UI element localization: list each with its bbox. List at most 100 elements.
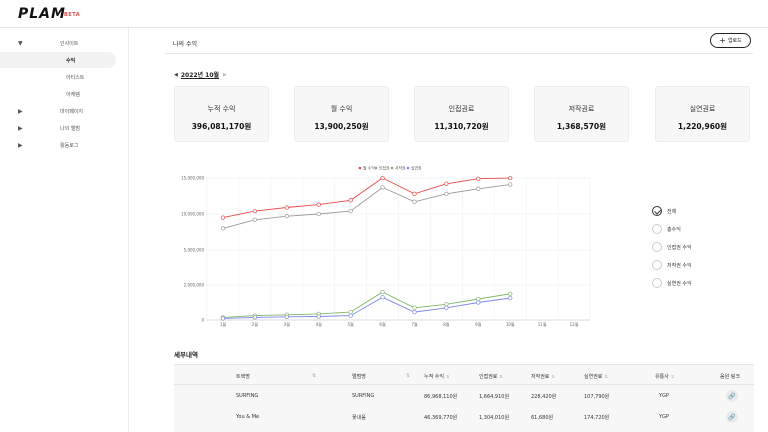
- data-point: [380, 289, 385, 295]
- card-value: 1,368,570원: [556, 122, 607, 131]
- data-point: [508, 175, 513, 181]
- radio-icon: [652, 278, 662, 288]
- x-tick-label: 5월: [348, 321, 355, 327]
- card-value: 396,081,170원: [191, 122, 252, 131]
- sidebar-item-activity-log[interactable]: ▶ 활동로그: [0, 137, 128, 153]
- revenue-chart: 0 2,000,000 5,000,000 10,000,000 15,000,000 1…: [170, 160, 600, 332]
- legend-label: 월 수익: [363, 166, 375, 171]
- data-point: [316, 314, 321, 319]
- x-tick-label: 6월: [379, 321, 386, 327]
- month-selector[interactable]: 2022년 10월: [180, 72, 220, 79]
- link-icon[interactable]: 🔗: [726, 390, 738, 402]
- col-header-performance[interactable]: 실연권료 ⇅: [584, 374, 608, 380]
- data-point: [476, 300, 481, 305]
- prev-month-icon[interactable]: ◀: [174, 71, 178, 78]
- cell-copyright: 228,420원: [531, 394, 557, 400]
- card-value: 13,900,250원: [314, 122, 369, 131]
- sort-icon[interactable]: ⇅: [312, 373, 317, 379]
- x-tick-label: 4월: [316, 321, 323, 327]
- radio-icon: [652, 242, 662, 252]
- y-tick-label: 2,000,000: [184, 283, 205, 288]
- data-point: [508, 295, 513, 301]
- sidebar-item-mypage[interactable]: ▶ 마이페이지: [0, 103, 128, 119]
- cell-album: SURFING: [352, 393, 375, 399]
- sidebar-item-label: 활동로그: [60, 142, 79, 149]
- radio-checked-icon: [652, 206, 662, 216]
- top-bar: PLAM BETA: [0, 0, 768, 28]
- series-line: [222, 177, 511, 219]
- cell-performance: 174,720원: [584, 415, 610, 421]
- sidebar-item-label: 인사이트: [60, 40, 79, 47]
- upload-button[interactable]: + 업로드: [710, 33, 751, 48]
- col-header-neighboring[interactable]: 인접권료 ⇅: [479, 374, 503, 380]
- sidebar-item-artist[interactable]: 아티스트: [0, 69, 128, 85]
- sidebar-item-akeitem[interactable]: 아케템: [0, 86, 128, 102]
- plam-logo[interactable]: PLAM: [18, 6, 66, 22]
- cell-distributor: YGP: [659, 393, 669, 399]
- col-header-copyright[interactable]: 저작권료 ⇅: [531, 374, 555, 380]
- legend-marker: [406, 166, 410, 170]
- filter-total[interactable]: 총수익: [652, 223, 732, 235]
- summary-card-cumulative: 누적 수익 396,081,170원: [174, 86, 269, 142]
- card-value: 1,220,960원: [677, 122, 728, 131]
- card-label: 실연권료: [689, 105, 716, 113]
- chevron-down-icon: ▼: [18, 39, 23, 47]
- card-value: 11,310,720원: [434, 122, 489, 131]
- data-point: [348, 198, 353, 203]
- col-header-album[interactable]: 앨범명: [352, 374, 366, 380]
- card-label: 월 수익: [330, 105, 353, 113]
- legend-marker: [390, 166, 394, 170]
- data-point: [380, 185, 385, 190]
- sidebar-item-insight[interactable]: ▼ 인사이트: [0, 35, 128, 51]
- data-point: [412, 305, 417, 310]
- y-tick-label: 10,000,000: [181, 212, 204, 217]
- data-point: [316, 211, 321, 217]
- cell-neighboring: 1,664,910원: [479, 394, 510, 400]
- sidebar-item-label: 나의 앨범: [60, 125, 80, 132]
- chevron-right-icon: ▶: [18, 107, 23, 115]
- data-point: [284, 314, 289, 320]
- link-icon[interactable]: 🔗: [726, 411, 738, 423]
- filter-label: 실연권 수익: [667, 280, 692, 287]
- legend-marker: [374, 166, 378, 170]
- data-point: [220, 226, 226, 231]
- table-row[interactable]: SURFING SURFING 86,968,110원 1,664,910원 2…: [174, 387, 754, 409]
- filter-label: 총수익: [667, 226, 681, 233]
- series-line: [222, 291, 511, 318]
- legend-marker: [358, 166, 362, 170]
- cell-album: 꽃내음: [352, 415, 366, 421]
- cell-track: SURFING: [236, 393, 259, 399]
- data-point: [252, 208, 258, 214]
- page-title: 나의 수익: [173, 41, 197, 48]
- sort-icon[interactable]: ⇅: [406, 373, 411, 379]
- filter-all[interactable]: 전체: [652, 205, 732, 217]
- data-point: [348, 309, 353, 315]
- summary-card-neighboring: 인접권료 11,310,720원: [414, 86, 509, 142]
- col-header-cumulative[interactable]: 누적 수익 ⇅: [424, 374, 450, 380]
- cell-distributor: YGP: [659, 414, 669, 420]
- radio-icon: [652, 224, 662, 234]
- next-month-icon[interactable]: ▶: [223, 71, 227, 78]
- data-point: [348, 313, 353, 318]
- sidebar-item-my-album[interactable]: ▶ 나의 앨범: [0, 120, 128, 136]
- col-header-link: 음원 링크: [720, 374, 740, 380]
- data-point: [476, 176, 481, 181]
- data-point: [284, 205, 289, 210]
- filter-neighboring[interactable]: 인접권 수익: [652, 241, 732, 253]
- x-tick-label: 11월: [538, 321, 547, 327]
- data-point: [380, 295, 385, 300]
- plus-icon: +: [719, 35, 726, 45]
- series-line: [222, 184, 511, 229]
- sidebar: ▼ 인사이트 수익 아티스트 아케템 ▶ 마이페이지 ▶ 나의 앨범 ▶ 활동로…: [0, 29, 128, 432]
- filter-copyright[interactable]: 저작권 수익: [652, 259, 732, 271]
- cell-track: You & Me: [236, 414, 260, 420]
- data-point: [476, 186, 481, 191]
- table-row[interactable]: You & Me 꽃내음 46,369,770원 1,304,010원 61,6…: [174, 408, 754, 430]
- col-header-distributor[interactable]: 유통사 ⇅: [655, 374, 675, 380]
- filter-label: 인접권 수익: [667, 244, 692, 251]
- sidebar-item-revenue[interactable]: 수익: [0, 52, 116, 68]
- data-point: [476, 296, 481, 302]
- filter-performance[interactable]: 실연권 수익: [652, 277, 732, 289]
- sidebar-divider: [128, 28, 129, 432]
- col-header-track[interactable]: 트랙명: [236, 374, 250, 380]
